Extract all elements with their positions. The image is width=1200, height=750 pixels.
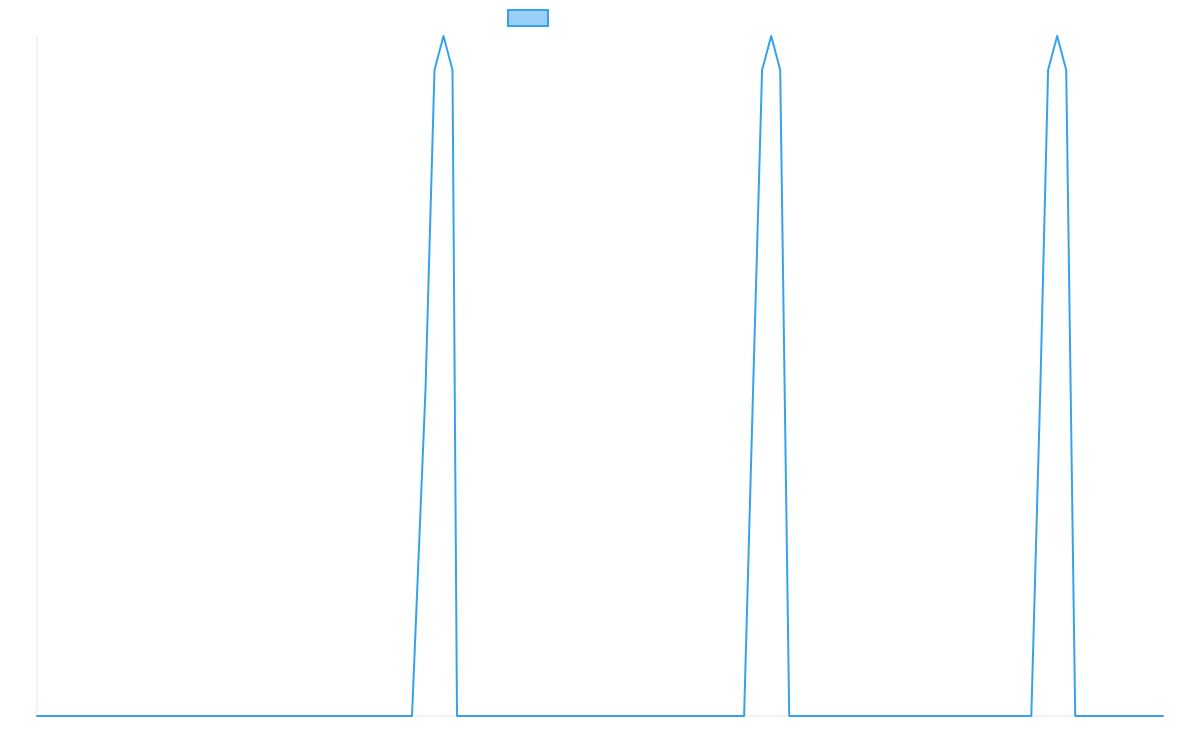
- series-layer: [36, 35, 1164, 717]
- series-line-0: [36, 35, 1164, 717]
- legend[interactable]: [507, 9, 549, 27]
- legend-swatch-0[interactable]: [507, 9, 549, 27]
- axes: [36, 36, 1163, 717]
